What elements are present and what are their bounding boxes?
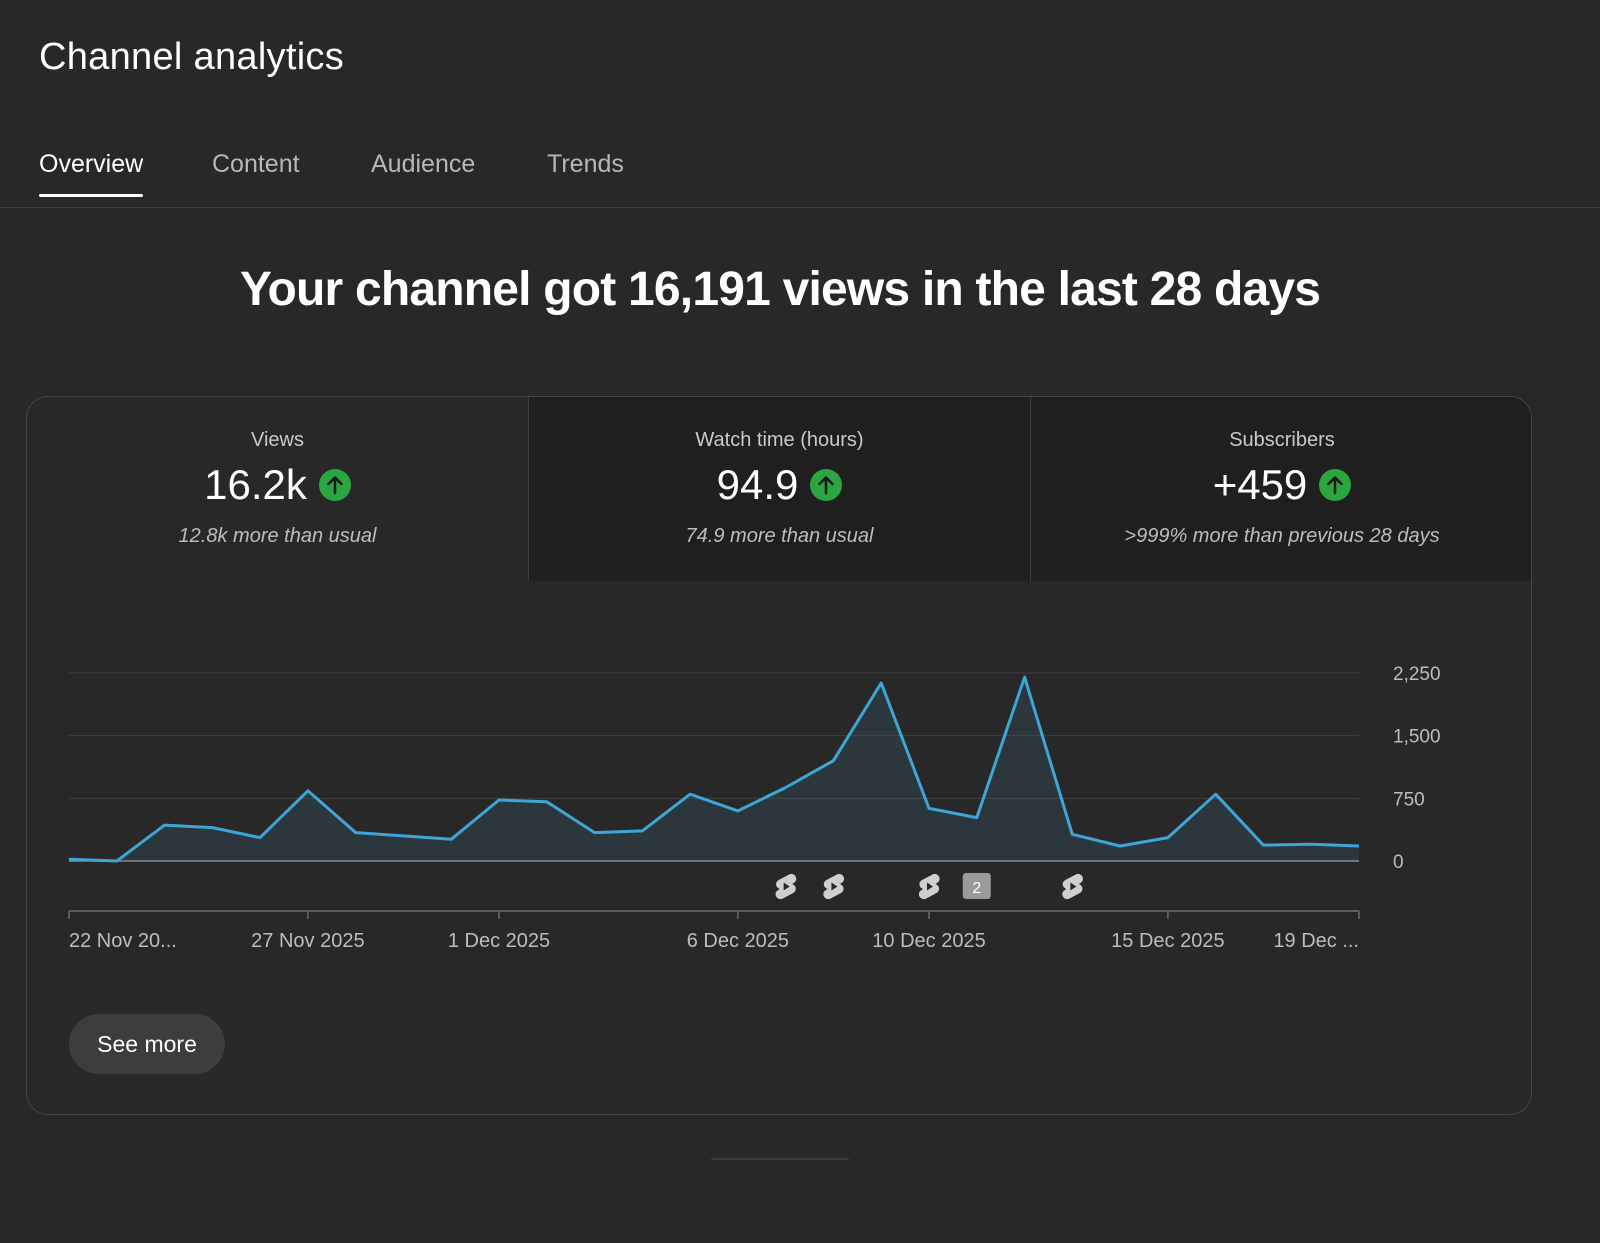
data-point [1023, 676, 1026, 679]
data-point [354, 831, 357, 834]
y-tick-label: 1,500 [1393, 727, 1441, 748]
data-point [306, 789, 309, 792]
metric-value-row: 16.2k [27, 461, 528, 509]
data-point [163, 824, 166, 827]
x-tick-label: 19 Dec ... [1273, 930, 1359, 952]
y-tick-label: 2,250 [1393, 664, 1441, 685]
count-badge [962, 873, 991, 899]
data-point [1358, 844, 1361, 847]
x-tick-label: 10 Dec 2025 [872, 930, 985, 952]
data-point [1071, 833, 1074, 836]
metric-subtext: >999% more than previous 28 days [1124, 525, 1440, 547]
pager-indicator [711, 1158, 849, 1160]
views-chart[interactable]: 2,250 1,500 750 0 2 22 Nov 20... 27 Nov 2025 1 … [27, 581, 1532, 1001]
data-point [736, 809, 739, 812]
views-headline: Your channel got 16,191 views in the las… [239, 263, 1321, 316]
metric-label: Subscribers [1229, 429, 1335, 451]
y-tick-label: 750 [1393, 789, 1425, 810]
data-point [402, 834, 405, 837]
metric-label: Watch time (hours) [695, 429, 864, 451]
data-point [115, 860, 118, 863]
shorts-icon [918, 873, 940, 900]
tab-overview[interactable]: Overview [39, 150, 144, 197]
tab-audience[interactable]: Audience [371, 150, 476, 178]
data-point [975, 816, 978, 819]
views-line [68, 675, 1360, 863]
tab-bar: Overview Content Audience Trends [0, 140, 1600, 208]
data-point [641, 829, 644, 832]
shorts-icon [823, 873, 845, 900]
metric-value: +459 [1212, 461, 1308, 508]
metric-value: 94.9 [716, 461, 799, 508]
metric-value-row: +459 [1031, 461, 1531, 509]
metric-value: 16.2k [204, 461, 307, 508]
metric-subscribers[interactable]: Subscribers +459 >999% more than previou… [1031, 397, 1531, 581]
page-title: Channel analytics [39, 36, 345, 78]
data-point [1119, 844, 1122, 847]
metric-value-row: 94.9 [529, 461, 1030, 509]
x-tick-label: 1 Dec 2025 [448, 930, 550, 952]
data-point [545, 800, 548, 803]
data-point [784, 786, 787, 789]
metric-views[interactable]: Views 16.2k 12.8k more than usual [27, 397, 529, 581]
data-point [832, 759, 835, 762]
metric-subtext: 12.8k more than usual [178, 525, 377, 547]
data-point [259, 836, 262, 839]
data-point [1262, 844, 1265, 847]
x-tick-label: 22 Nov 20... [69, 930, 177, 952]
data-point [593, 831, 596, 834]
data-point [1310, 843, 1313, 846]
data-point [450, 838, 453, 841]
x-tick-label: 15 Dec 2025 [1111, 930, 1224, 952]
metric-watch-time[interactable]: Watch time (hours) 94.9 74.9 more than u… [529, 397, 1031, 581]
views-area [69, 677, 1359, 861]
count-badge-label: 2 [972, 880, 981, 897]
data-point [211, 826, 214, 829]
data-point [1166, 836, 1169, 839]
tab-content[interactable]: Content [212, 150, 300, 178]
overview-card: Views 16.2k 12.8k more than usual Watch … [26, 396, 1532, 1115]
arrow-up-icon [318, 469, 351, 501]
arrow-up-icon [810, 469, 843, 501]
y-tick-label: 0 [1393, 852, 1404, 873]
data-point [689, 793, 692, 796]
x-tick-label: 27 Nov 2025 [251, 930, 364, 952]
see-more-button[interactable]: See more [69, 1014, 225, 1074]
data-point [68, 858, 71, 861]
x-tick-label: 6 Dec 2025 [687, 930, 789, 952]
data-point [498, 799, 501, 802]
data-point [928, 807, 931, 810]
shorts-icon [1062, 873, 1083, 900]
data-point [880, 682, 883, 685]
metric-label: Views [251, 429, 304, 451]
shorts-icon [775, 873, 797, 900]
data-point [1214, 793, 1217, 796]
metric-subtext: 74.9 more than usual [685, 525, 874, 547]
arrow-up-icon [1319, 469, 1352, 501]
tab-trends[interactable]: Trends [547, 150, 624, 178]
